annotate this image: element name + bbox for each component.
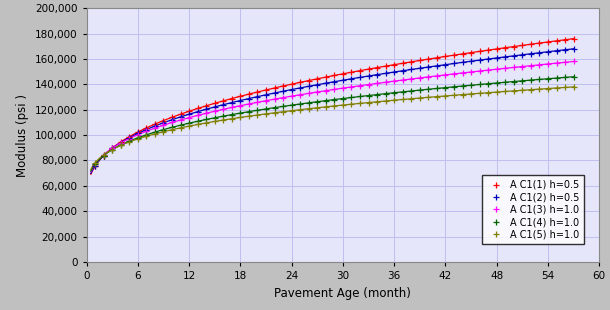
A C1(2) h=0.5 [109,147,116,150]
X-axis label: Pavement Age (month): Pavement Age (month) [274,287,411,300]
A C1(4) h=1.0 [296,102,304,106]
A C1(1) h=0.5 [92,164,99,168]
A C1(1) h=0.5 [570,37,577,41]
A C1(2) h=0.5 [570,47,577,51]
A C1(4) h=1.0 [416,88,423,92]
A C1(3) h=1.0 [416,76,423,80]
A C1(5) h=1.0 [416,96,423,100]
A C1(2) h=0.5 [92,164,99,167]
A C1(2) h=0.5 [117,141,124,144]
A C1(1) h=0.5 [109,146,116,150]
A C1(5) h=1.0 [296,108,304,112]
A C1(3) h=1.0 [296,93,304,97]
A C1(1) h=0.5 [425,57,432,61]
A C1(5) h=1.0 [570,85,577,89]
A C1(4) h=1.0 [570,75,577,78]
A C1(4) h=1.0 [92,162,99,166]
A C1(3) h=1.0 [425,75,432,79]
Legend: A C1(1) h=0.5, A C1(2) h=0.5, A C1(3) h=1.0, A C1(4) h=1.0, A C1(5) h=1.0: A C1(1) h=0.5, A C1(2) h=0.5, A C1(3) h=… [482,175,584,245]
A C1(1) h=0.5 [296,81,304,84]
A C1(4) h=1.0 [425,87,432,91]
A C1(5) h=1.0 [109,148,116,151]
Y-axis label: Modulus (psi ): Modulus (psi ) [16,94,29,177]
A C1(3) h=1.0 [117,141,124,145]
A C1(2) h=0.5 [425,65,432,69]
A C1(3) h=1.0 [570,60,577,63]
A C1(2) h=0.5 [220,103,227,107]
A C1(5) h=1.0 [220,118,227,122]
A C1(1) h=0.5 [416,59,423,62]
Line: A C1(4) h=1.0: A C1(4) h=1.0 [92,74,576,167]
A C1(2) h=0.5 [296,86,304,90]
Line: A C1(5) h=1.0: A C1(5) h=1.0 [92,84,576,166]
A C1(2) h=0.5 [416,66,423,70]
Line: A C1(2) h=0.5: A C1(2) h=0.5 [92,46,576,168]
A C1(3) h=1.0 [92,162,99,166]
Line: A C1(3) h=1.0: A C1(3) h=1.0 [92,59,576,167]
A C1(5) h=1.0 [117,144,124,147]
A C1(1) h=0.5 [117,140,124,144]
A C1(4) h=1.0 [109,148,116,152]
A C1(4) h=1.0 [220,114,227,118]
A C1(1) h=0.5 [220,99,227,103]
A C1(3) h=1.0 [220,108,227,111]
A C1(5) h=1.0 [425,95,432,99]
A C1(5) h=1.0 [92,161,99,165]
Line: A C1(1) h=0.5: A C1(1) h=0.5 [92,36,576,169]
A C1(3) h=1.0 [109,146,116,150]
A C1(4) h=1.0 [117,143,124,147]
